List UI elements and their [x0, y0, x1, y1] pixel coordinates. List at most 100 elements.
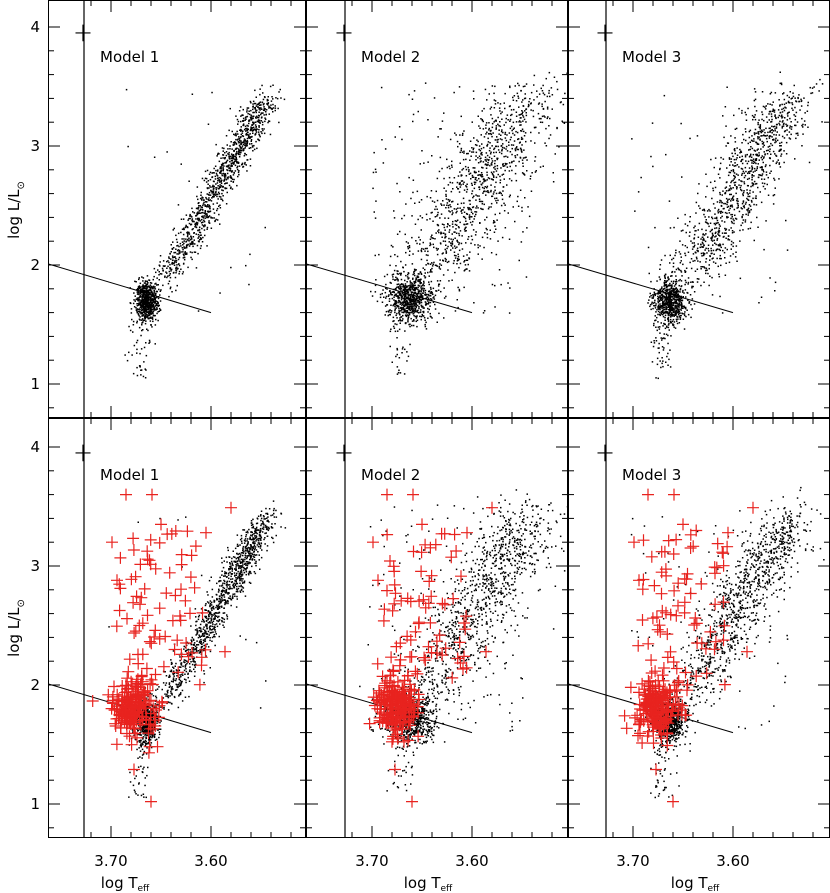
model-star-point [454, 231, 456, 233]
model-star-point [681, 305, 683, 308]
model-star-point [263, 106, 265, 108]
model-star-point [148, 303, 151, 306]
model-star-point [493, 92, 495, 95]
model-star-point [251, 145, 254, 147]
model-star-point [507, 212, 509, 214]
model-star-point [515, 130, 517, 133]
model-star-point [693, 226, 695, 229]
model-star-point [137, 292, 139, 294]
model-star-point [217, 191, 220, 194]
model-star-point [444, 229, 446, 231]
model-star-point [481, 186, 484, 189]
model-star-point [397, 301, 399, 304]
model-star-point [393, 294, 396, 297]
model-star-point [400, 272, 402, 275]
model-star-point [771, 144, 774, 147]
model-star-point [397, 278, 399, 281]
model-star-point [431, 271, 433, 273]
model-star-point [268, 120, 271, 123]
model-star-point [658, 299, 661, 302]
model-star-point [523, 135, 526, 137]
model-star-point [441, 223, 444, 225]
model-star-point [558, 146, 560, 148]
model-star-point [494, 160, 496, 162]
model-star-point [466, 223, 469, 225]
model-star-point [667, 306, 669, 308]
model-star-point [431, 200, 434, 202]
model-star-point [268, 120, 270, 122]
model-star-point [180, 163, 182, 165]
model-star-point [169, 287, 172, 290]
model-star-point [201, 198, 203, 200]
model-star-point [205, 181, 208, 183]
model-star-point [207, 180, 210, 182]
model-star-point [491, 145, 493, 147]
model-star-point [753, 239, 755, 242]
model-star-point [229, 155, 232, 158]
model-star-point [719, 162, 722, 165]
model-star-point [682, 305, 684, 308]
model-star-point [477, 115, 479, 117]
model-star-point [513, 140, 516, 142]
model-star-point [156, 307, 158, 309]
model-star-point [757, 131, 759, 133]
model-star-point [244, 161, 246, 164]
model-star-point [193, 232, 195, 234]
model-star-point [183, 254, 185, 257]
model-star-point [750, 153, 752, 156]
model-star-point [460, 175, 462, 177]
model-star-point [664, 314, 667, 317]
model-star-point [493, 155, 496, 157]
model-star-point [409, 284, 411, 287]
model-star-point [227, 177, 229, 180]
model-star-point [247, 128, 249, 130]
model-star-point [457, 257, 459, 260]
model-star-point [150, 304, 153, 307]
model-star-point [677, 291, 679, 293]
model-star-point [724, 229, 727, 231]
model-star-point [525, 114, 528, 117]
model-star-point [396, 270, 398, 272]
model-star-point [463, 152, 465, 154]
model-star-point [524, 156, 526, 159]
model-star-point [491, 173, 494, 175]
model-star-point [237, 152, 240, 154]
model-star-point [744, 219, 747, 221]
model-star-point [443, 204, 445, 206]
model-star-point [431, 234, 433, 236]
model-star-point [218, 193, 221, 195]
model-star-point [666, 285, 668, 288]
model-star-point [231, 157, 234, 160]
model-star-point [240, 147, 242, 150]
model-star-point [397, 305, 400, 308]
model-star-point [449, 181, 451, 184]
model-star-point [668, 309, 670, 311]
model-star-point [226, 176, 229, 179]
model-star-point [486, 185, 489, 188]
model-star-point [406, 311, 409, 313]
model-star-point [183, 227, 185, 230]
model-star-point [159, 290, 162, 292]
model-star-point [492, 132, 494, 134]
model-star-point [137, 303, 139, 305]
model-star-point [220, 169, 223, 171]
model-star-point [552, 172, 554, 174]
model-star-point [178, 249, 181, 252]
model-star-point [424, 268, 426, 271]
model-star-point [518, 121, 520, 123]
model-star-point [153, 287, 155, 289]
model-star-point [185, 224, 187, 227]
model-star-point [523, 173, 525, 175]
model-star-point [251, 117, 254, 120]
model-star-point [460, 180, 463, 182]
model-star-point [423, 275, 426, 277]
model-star-point [523, 97, 526, 100]
model-star-point [218, 213, 220, 216]
model-star-point [499, 212, 501, 215]
model-star-point [141, 309, 143, 311]
model-star-point [168, 261, 170, 264]
model-star-point [791, 102, 793, 104]
model-star-point [255, 111, 257, 114]
model-star-point [208, 204, 211, 207]
model-star-point [174, 251, 177, 254]
